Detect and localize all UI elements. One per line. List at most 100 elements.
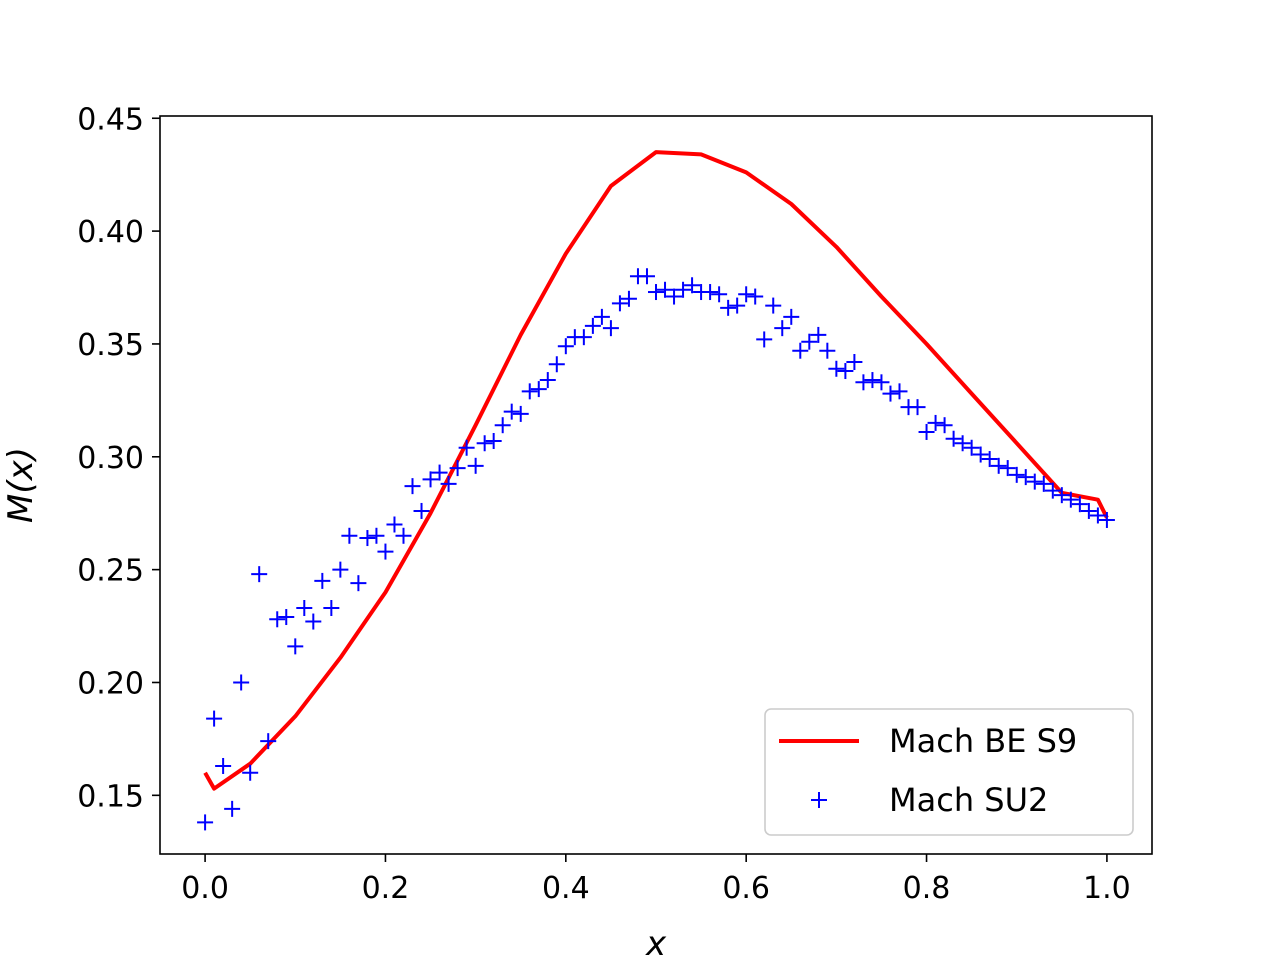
data-point — [945, 430, 962, 447]
data-point — [260, 733, 277, 750]
data-point — [711, 286, 728, 303]
y-tick-label: 0.40 — [77, 215, 144, 250]
data-point — [620, 290, 637, 307]
data-point — [332, 561, 349, 578]
data-point — [846, 354, 863, 370]
data-point — [341, 527, 358, 544]
data-point — [584, 317, 601, 334]
data-point — [197, 814, 214, 831]
data-point — [801, 333, 818, 350]
data-point — [657, 281, 674, 298]
x-tick-label: 0.2 — [362, 871, 410, 906]
data-point — [323, 600, 340, 616]
data-point — [278, 609, 295, 626]
data-point — [377, 543, 394, 560]
data-point — [404, 478, 421, 495]
data-point — [431, 464, 448, 481]
data-point — [548, 356, 565, 373]
data-point — [810, 326, 827, 343]
x-tick-label: 0.0 — [181, 871, 229, 906]
data-point — [413, 502, 430, 519]
data-point — [350, 575, 367, 592]
plot-frame — [159, 115, 1153, 855]
data-point — [503, 403, 520, 420]
data-point — [963, 439, 980, 456]
data-point — [242, 764, 259, 781]
data-point — [765, 297, 782, 314]
data-point — [819, 342, 836, 359]
data-point — [1035, 475, 1052, 492]
data-point — [269, 611, 286, 628]
data-point — [747, 288, 764, 305]
data-point — [792, 342, 809, 359]
data-point — [233, 674, 250, 691]
data-point — [359, 530, 376, 547]
data-point — [738, 286, 755, 303]
x-tick-label: 1.0 — [1083, 871, 1131, 906]
data-point — [981, 451, 998, 468]
data-point — [864, 372, 881, 389]
data-point — [783, 308, 800, 325]
data-point — [395, 527, 412, 544]
series-scatter-mach-su2 — [197, 268, 1115, 831]
data-point — [1008, 466, 1025, 483]
data-point — [972, 446, 989, 463]
data-point — [305, 613, 322, 630]
data-point — [954, 435, 971, 452]
data-point — [999, 460, 1016, 477]
data-point — [539, 372, 556, 389]
data-point — [512, 405, 529, 422]
data-point — [909, 399, 926, 416]
data-point — [494, 417, 511, 434]
x-tick-label: 0.6 — [722, 871, 770, 906]
data-point — [1053, 487, 1070, 504]
y-tick-label: 0.15 — [77, 779, 144, 814]
data-point — [873, 374, 890, 391]
data-point — [990, 457, 1007, 474]
data-point — [828, 360, 845, 377]
data-point — [702, 284, 719, 301]
data-point — [422, 471, 439, 488]
data-point — [485, 432, 502, 449]
data-point — [837, 363, 854, 380]
data-point — [1044, 482, 1061, 499]
data-point — [224, 800, 241, 817]
data-point — [927, 414, 944, 431]
data-point — [467, 457, 484, 474]
legend-item: Mach BE S9 — [779, 722, 1077, 760]
data-point — [602, 320, 619, 337]
data-point — [684, 277, 701, 294]
x-tick-label: 0.4 — [542, 871, 590, 906]
data-point — [521, 383, 538, 400]
data-point — [449, 460, 466, 477]
plot-content — [197, 150, 1115, 831]
data-point — [296, 600, 313, 616]
data-point — [666, 288, 683, 305]
data-point — [611, 295, 628, 312]
legend: Mach BE S9 Mach SU2 — [764, 708, 1134, 836]
legend-label: Mach SU2 — [889, 781, 1048, 819]
data-point — [287, 638, 304, 655]
data-point — [1071, 496, 1088, 513]
data-point — [882, 385, 899, 402]
data-point — [215, 757, 232, 774]
data-point — [855, 374, 872, 391]
data-point — [368, 527, 385, 544]
data-point — [530, 381, 547, 398]
legend-marker-swatch — [811, 792, 827, 808]
data-point — [720, 299, 737, 316]
data-point — [1098, 511, 1115, 528]
legend-item: Mach SU2 — [811, 781, 1048, 819]
y-tick-label: 0.45 — [77, 102, 144, 137]
data-point — [557, 338, 574, 355]
y-axis-label: M(x) — [1, 447, 41, 523]
data-point — [1089, 507, 1106, 524]
data-point — [774, 320, 791, 337]
data-point — [440, 475, 457, 492]
data-point — [1062, 491, 1079, 508]
y-tick-label: 0.20 — [77, 666, 144, 701]
data-point — [206, 710, 223, 727]
data-point — [756, 331, 773, 348]
data-point — [648, 284, 664, 301]
